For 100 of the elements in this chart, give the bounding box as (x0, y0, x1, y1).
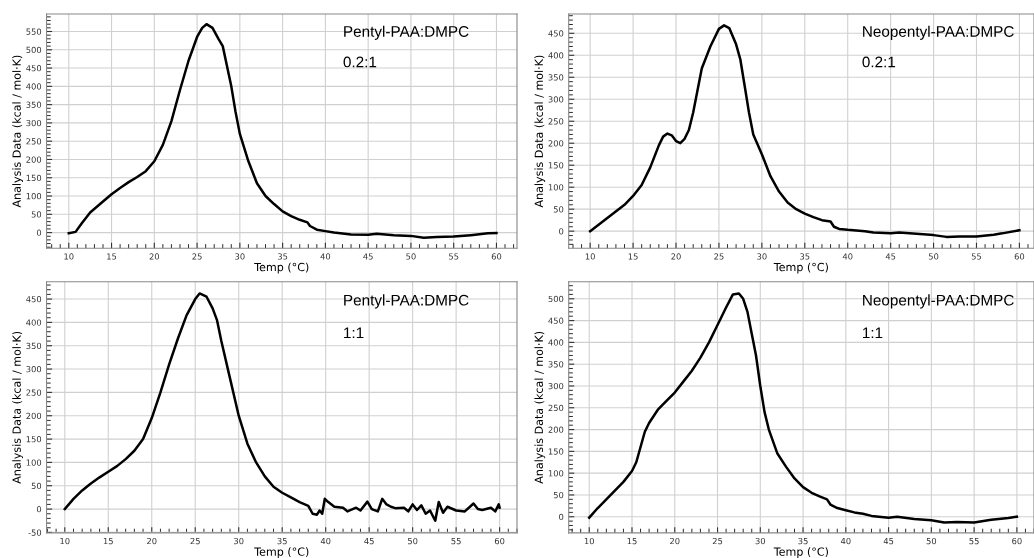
x-tick-label: 15 (107, 253, 117, 260)
x-tick-label: 50 (406, 253, 416, 260)
y-tick-label: 150 (26, 174, 42, 182)
y-tick-label: 400 (26, 83, 42, 90)
y-axis-title: Analysis Data (kcal / mol·K) (534, 331, 546, 484)
x-tick-label: 60 (1012, 537, 1022, 545)
y-tick-label: 250 (26, 389, 42, 396)
y-tick-label: 200 (26, 412, 42, 420)
y-tick-label: 350 (26, 342, 42, 350)
y-axis-title: Analysis Data (kcal / mol·K) (12, 331, 23, 484)
x-tick-label: 45 (883, 538, 894, 545)
x-tick-label: 30 (234, 537, 244, 545)
x-tick-label: 35 (798, 537, 808, 545)
x-tick-label: 55 (449, 253, 459, 260)
y-tick-label: 0 (36, 506, 42, 513)
x-tick-label: 15 (627, 538, 637, 545)
x-tick-label: 25 (192, 253, 202, 260)
x-tick-label: 30 (235, 253, 245, 260)
x-tick-label: 50 (407, 537, 418, 545)
x-tick-label: 10 (585, 253, 595, 260)
y-tick-label: 100 (548, 184, 564, 191)
x-tick-label: 20 (670, 537, 680, 545)
x-tick-label: 40 (320, 537, 331, 545)
y-axis-title: Analysis Data (kcal / mol·K) (12, 55, 23, 208)
x-tick-label: 45 (885, 253, 896, 260)
y-tick-label: 300 (26, 119, 42, 127)
y-tick-label: 250 (548, 118, 564, 125)
y-tick-label: 200 (548, 140, 564, 147)
x-tick-label: 30 (755, 537, 766, 545)
annotation: Pentyl-PAA:DMPC (344, 25, 469, 40)
x-tick-label: 50 (928, 253, 939, 260)
y-tick-label: 300 (548, 382, 564, 390)
y-tick-label: 450 (26, 296, 42, 303)
y-tick-label: 200 (26, 156, 42, 163)
x-tick-label: 10 (60, 537, 70, 545)
annotation: 0.2:1 (343, 56, 377, 68)
x-tick-label: 35 (277, 253, 288, 260)
y-tick-label: 350 (548, 361, 564, 368)
x-tick-label: 20 (149, 253, 160, 260)
y-tick-label: 100 (26, 459, 42, 466)
y-tick-label: 300 (548, 96, 564, 103)
x-axis-title: Temp (°C) (773, 547, 828, 558)
y-tick-label: -50 (28, 529, 42, 536)
annotation: 1:1 (863, 327, 883, 339)
y-tick-label: 50 (31, 211, 42, 218)
y-tick-label: 350 (26, 101, 42, 108)
x-tick-label: 30 (757, 253, 767, 260)
x-tick-label: 40 (320, 253, 331, 260)
x-tick-label: 15 (628, 253, 638, 260)
annotation: Neopentyl-PAA:DMPC (863, 294, 1014, 309)
y-tick-label: 500 (548, 295, 564, 303)
x-tick-label: 20 (671, 253, 681, 260)
y-tick-label: 250 (548, 404, 564, 412)
annotation: 0.2:1 (862, 56, 896, 68)
y-tick-label: 500 (26, 46, 42, 54)
y-tick-label: 450 (548, 317, 564, 324)
line-series (588, 24, 1021, 239)
x-axis-title: Temp (°C) (254, 547, 309, 558)
y-tick-label: 100 (26, 193, 42, 200)
x-axis-title: Temp (°C) (254, 262, 309, 274)
x-tick-label: 60 (494, 537, 505, 545)
x-tick-label: 35 (800, 253, 810, 260)
x-tick-label: 45 (364, 538, 374, 545)
line-series (587, 292, 1019, 524)
x-tick-label: 40 (842, 253, 853, 260)
annotation: 1:1 (344, 327, 364, 339)
x-tick-label: 25 (712, 537, 723, 545)
x-tick-label: 55 (451, 538, 461, 545)
x-tick-label: 55 (969, 538, 979, 545)
x-tick-label: 60 (491, 253, 502, 260)
y-tick-label: 350 (548, 74, 564, 81)
y-tick-label: 300 (26, 366, 42, 373)
x-tick-label: 50 (926, 537, 937, 545)
y-tick-label: 200 (548, 426, 564, 433)
line-series (67, 22, 498, 239)
x-tick-label: 60 (1014, 253, 1025, 260)
annotation: Neopentyl-PAA:DMPC (863, 25, 1014, 40)
y-tick-label: 0 (559, 228, 564, 235)
x-tick-label: 15 (103, 538, 113, 545)
x-tick-label: 25 (190, 537, 200, 545)
x-axis-title: Temp (°C) (773, 262, 828, 274)
y-tick-label: 450 (26, 65, 42, 72)
y-tick-label: 150 (548, 448, 564, 455)
x-tick-label: 40 (840, 537, 851, 545)
y-tick-label: 50 (31, 482, 42, 490)
y-tick-label: 50 (553, 491, 564, 499)
y-tick-label: 450 (548, 30, 564, 37)
y-tick-label: 100 (548, 470, 564, 477)
y-tick-label: 250 (26, 138, 42, 145)
x-tick-label: 45 (363, 253, 373, 260)
line-series (63, 292, 501, 523)
y-tick-label: 50 (553, 206, 564, 213)
x-tick-label: 10 (64, 253, 74, 260)
y-tick-label: 400 (26, 319, 42, 326)
y-tick-label: 0 (559, 513, 564, 521)
annotation: Pentyl-PAA:DMPC (344, 294, 469, 309)
x-tick-label: 25 (714, 253, 724, 260)
y-tick-label: 150 (548, 162, 564, 169)
x-tick-label: 55 (971, 253, 982, 260)
x-tick-label: 35 (277, 537, 287, 545)
